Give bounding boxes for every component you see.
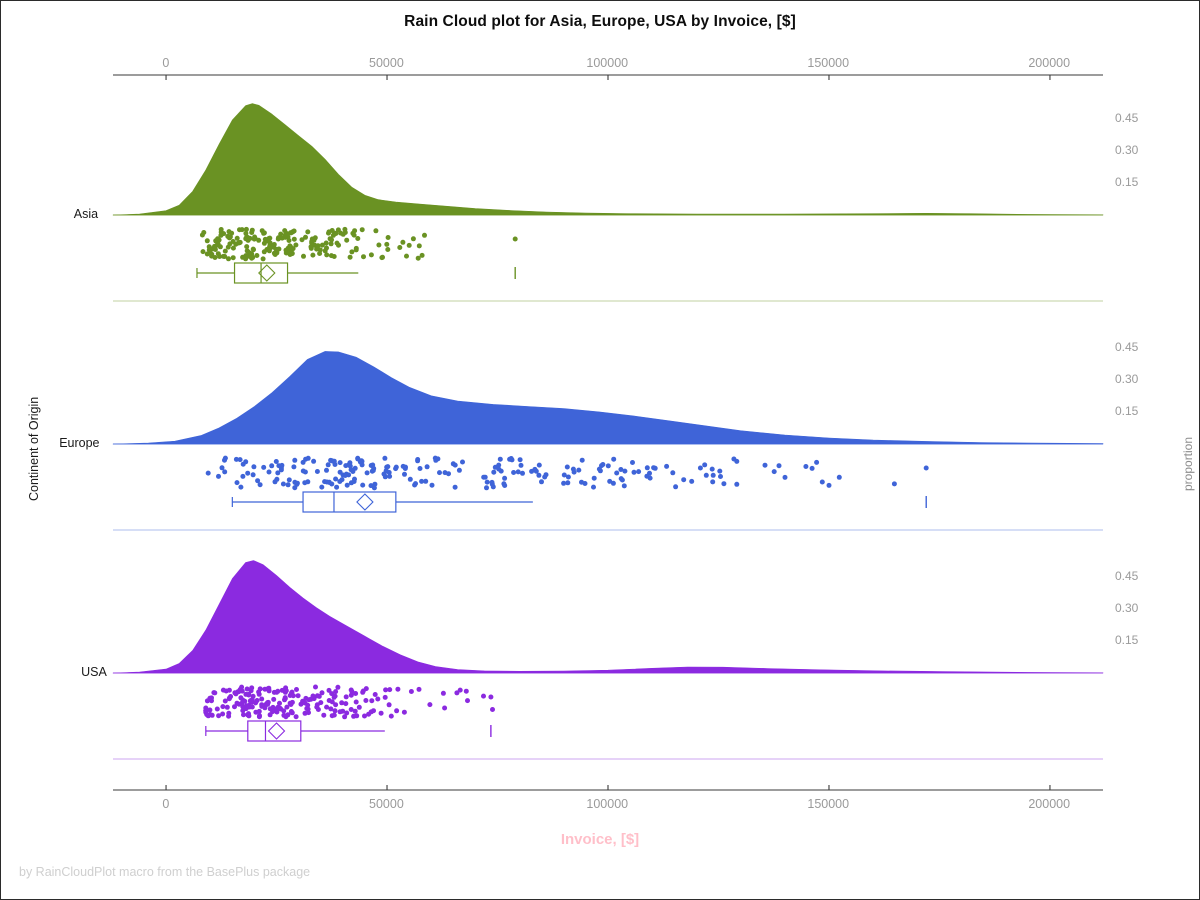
category-label-USA: USA (81, 665, 107, 679)
box-plot-Asia (196, 262, 516, 284)
footnote: by RainCloudPlot macro from the BasePlus… (19, 865, 311, 879)
x-axis-title: Invoice, [$] (560, 831, 640, 848)
density-curve-Europe (112, 351, 1104, 445)
proportion-tick-USA-0.15: 0.15 (1115, 632, 1139, 647)
x-tick-label-bottom-50000: 50000 (369, 797, 404, 811)
x-tick-label-top-200000: 200000 (1028, 56, 1071, 70)
proportion-tick-Europe-0.30: 0.30 (1115, 371, 1139, 386)
page-title: Rain Cloud plot for Asia, Europe, USA by… (404, 13, 796, 30)
proportion-tick-Asia-0.45: 0.45 (1115, 110, 1139, 125)
category-label-Asia: Asia (73, 207, 99, 221)
x-tick-label-bottom-150000: 150000 (807, 797, 850, 811)
jitter-dots-Asia (199, 226, 518, 262)
density-curve-USA (112, 560, 1104, 674)
jitter-dots-Europe (205, 455, 929, 491)
x-tick-label-top-0: 0 (162, 56, 170, 70)
box-plot-Europe (231, 491, 927, 513)
x-tick-label-bottom-100000: 100000 (586, 797, 629, 811)
proportion-tick-Asia-0.15: 0.15 (1115, 174, 1139, 189)
x-tick-label-top-100000: 100000 (586, 56, 629, 70)
density-curve-Asia (112, 103, 1104, 216)
x-tick-label-bottom-200000: 200000 (1028, 797, 1071, 811)
x-tick-label-bottom-0: 0 (162, 797, 170, 811)
proportion-tick-Europe-0.15: 0.15 (1115, 403, 1139, 418)
proportion-tick-USA-0.45: 0.45 (1115, 568, 1139, 583)
category-label-Europe: Europe (59, 436, 100, 450)
right-axis-title: proportion (1181, 436, 1195, 491)
jitter-dots-USA (203, 684, 495, 720)
y-axis-title: Continent of Origin (27, 396, 41, 501)
proportion-tick-Europe-0.45: 0.45 (1115, 339, 1139, 354)
x-tick-label-top-50000: 50000 (369, 56, 404, 70)
proportion-tick-USA-0.30: 0.30 (1115, 600, 1139, 615)
box-plot-USA (205, 720, 492, 742)
x-tick-label-top-150000: 150000 (807, 56, 850, 70)
proportion-tick-Asia-0.30: 0.30 (1115, 142, 1139, 157)
